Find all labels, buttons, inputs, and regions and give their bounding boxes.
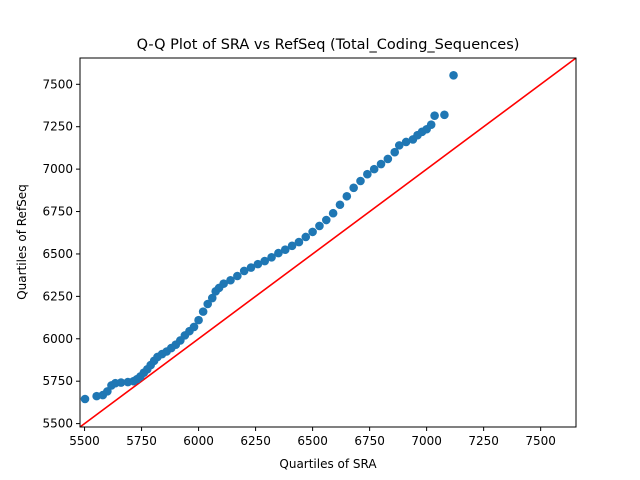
- x-tick-label: 6250: [240, 434, 271, 448]
- data-point: [356, 176, 365, 186]
- data-point: [253, 259, 263, 269]
- x-tick-label: 7000: [411, 434, 442, 448]
- y-tick-label: 5500: [42, 417, 73, 431]
- data-point: [226, 275, 235, 285]
- data-point: [294, 237, 304, 247]
- data-point: [274, 248, 283, 258]
- data-point: [383, 154, 393, 164]
- data-point: [198, 307, 208, 316]
- x-axis-label: Quartiles of SRA: [279, 457, 377, 471]
- data-point: [342, 191, 352, 201]
- x-tick-label: 7250: [468, 434, 499, 448]
- data-point: [363, 169, 372, 179]
- y-tick-label: 6250: [42, 289, 73, 303]
- plot-frame: [79, 57, 577, 428]
- data-point: [233, 271, 242, 281]
- y-tick-label: 7500: [42, 77, 73, 91]
- y-tick-label: 6500: [42, 247, 73, 261]
- data-point: [376, 159, 386, 169]
- data-point: [349, 183, 358, 193]
- reference-line: [79, 57, 577, 428]
- data-point: [260, 256, 270, 266]
- x-tick-label: 5750: [126, 434, 157, 448]
- data-point: [246, 263, 256, 272]
- data-point: [280, 245, 290, 255]
- data-point: [301, 232, 311, 242]
- data-point: [426, 120, 436, 129]
- data-point: [287, 241, 297, 251]
- chart-title: Q-Q Plot of SRA vs RefSeq (Total_Coding_…: [137, 37, 520, 53]
- data-point: [335, 200, 345, 210]
- y-tick-label: 5750: [42, 374, 73, 388]
- data-point: [267, 253, 276, 262]
- data-point: [219, 279, 228, 288]
- y-tick-label: 7000: [42, 162, 73, 176]
- data-point: [308, 227, 317, 237]
- x-tick-label: 5500: [69, 434, 100, 448]
- y-tick-label: 6000: [42, 332, 73, 346]
- data-point: [328, 208, 338, 218]
- data-point: [369, 164, 379, 174]
- data-point: [116, 378, 126, 387]
- data-point: [189, 322, 199, 332]
- data-point: [390, 147, 400, 157]
- data-point: [239, 266, 249, 276]
- data-point: [203, 299, 213, 309]
- x-tick-label: 6750: [354, 434, 385, 448]
- y-tick-label: 6750: [42, 205, 73, 219]
- data-point: [440, 110, 449, 120]
- data-point: [401, 137, 411, 147]
- y-axis-label: Quartiles of RefSeq: [15, 184, 29, 300]
- x-tick-label: 6000: [183, 434, 214, 448]
- data-point: [80, 394, 90, 404]
- data-point: [430, 111, 439, 120]
- data-point: [321, 215, 331, 225]
- data-point: [394, 141, 404, 150]
- x-tick-label: 7500: [525, 434, 556, 448]
- y-tick-label: 7250: [42, 120, 73, 134]
- data-point: [315, 221, 324, 231]
- x-tick-label: 6500: [297, 434, 328, 448]
- data-point: [449, 71, 458, 80]
- data-point: [194, 315, 203, 325]
- data-point: [207, 293, 217, 303]
